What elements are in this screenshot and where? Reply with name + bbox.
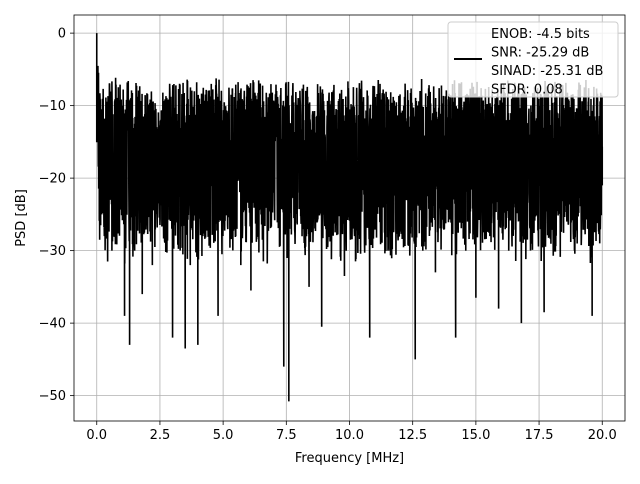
x-tick-label: 2.5	[150, 428, 171, 443]
legend-entry: ENOB: -4.5 bits SNR: -25.29 dB SINAD: -25.…	[491, 27, 603, 98]
y-tick-label: −30	[39, 244, 66, 259]
x-axis-ticks: 0.0 2.5 5.0 7.5 10.0 12.5 15.0 17.5 20.0	[86, 421, 617, 443]
legend-label-line: ENOB: -4.5 bits	[491, 27, 590, 42]
series-line	[95, 33, 604, 402]
y-tick-label: 0	[58, 27, 66, 42]
legend-box	[447, 21, 619, 98]
psd-trace	[95, 33, 604, 402]
x-tick-label: 5.0	[213, 428, 234, 443]
x-axis-label: Frequency [MHz]	[295, 451, 404, 466]
x-tick-label: 7.5	[276, 428, 297, 443]
y-tick-label: −50	[39, 389, 66, 404]
y-tick-label: −40	[39, 317, 66, 332]
legend-label-line: SNR: -25.29 dB	[491, 46, 589, 61]
y-tick-label: −20	[39, 172, 66, 187]
legend-label-line: SFDR: 0.08	[491, 83, 563, 98]
x-tick-label: 17.5	[525, 428, 554, 443]
legend-label-line: SINAD: -25.31 dB	[491, 64, 603, 79]
x-tick-label: 0.0	[86, 428, 107, 443]
x-tick-label: 10.0	[335, 428, 364, 443]
y-axis-label: PSD [dB]	[14, 189, 29, 247]
x-tick-label: 15.0	[461, 428, 490, 443]
legend: ENOB: -4.5 bits SNR: -25.29 dB SINAD: -25.…	[447, 21, 619, 98]
x-tick-label: 20.0	[588, 428, 617, 443]
x-tick-label: 12.5	[398, 428, 427, 443]
y-tick-label: −10	[39, 99, 66, 114]
y-axis-ticks: 0 −10 −20 −30 −40 −50	[39, 27, 74, 404]
